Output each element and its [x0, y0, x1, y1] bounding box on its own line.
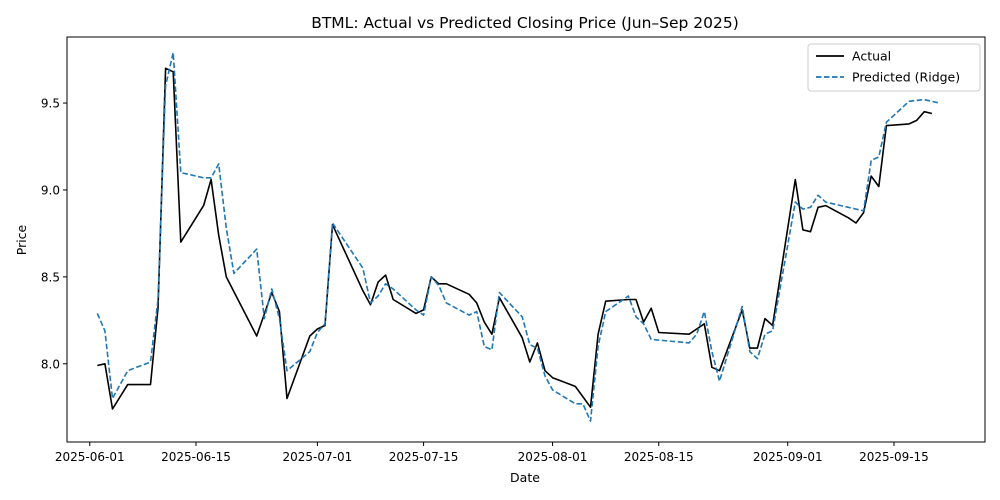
plot-frame [67, 37, 985, 442]
chart-title: BTML: Actual vs Predicted Closing Price … [311, 14, 739, 32]
x-tick-label: 2025-09-15 [859, 450, 929, 464]
series-line-predicted [96, 51, 940, 422]
x-tick-label: 2025-09-01 [753, 450, 823, 464]
x-tick-label: 2025-07-15 [389, 450, 459, 464]
legend-box [807, 43, 981, 92]
x-tick-label: 2025-06-15 [161, 450, 231, 464]
plot-area [66, 36, 986, 443]
y-tick-label: 9.0 [41, 183, 60, 197]
legend: Actual Predicted (Ridge) [807, 43, 981, 92]
y-tick-label: 8.5 [41, 270, 60, 284]
x-axis-label: Date [510, 470, 540, 485]
series-lines [96, 51, 940, 422]
x-tick-label: 2025-06-01 [55, 450, 125, 464]
y-tick-label: 9.5 [41, 97, 60, 111]
legend-label-predicted: Predicted (Ridge) [852, 70, 960, 85]
axes-border [66, 36, 986, 443]
x-tick-label: 2025-08-01 [518, 450, 588, 464]
x-tick-label: 2025-07-01 [282, 450, 352, 464]
y-axis-label: Price [14, 224, 29, 255]
y-axis-ticks: 8.0 8.5 9.0 9.5 [41, 97, 67, 371]
x-tick-label: 2025-08-15 [624, 450, 694, 464]
series-line-actual [97, 67, 933, 410]
y-tick-label: 8.0 [41, 357, 60, 371]
x-axis-ticks: 2025-06-01 2025-06-15 2025-07-01 2025-07-15… [55, 442, 929, 464]
legend-label-actual: Actual [852, 49, 891, 64]
